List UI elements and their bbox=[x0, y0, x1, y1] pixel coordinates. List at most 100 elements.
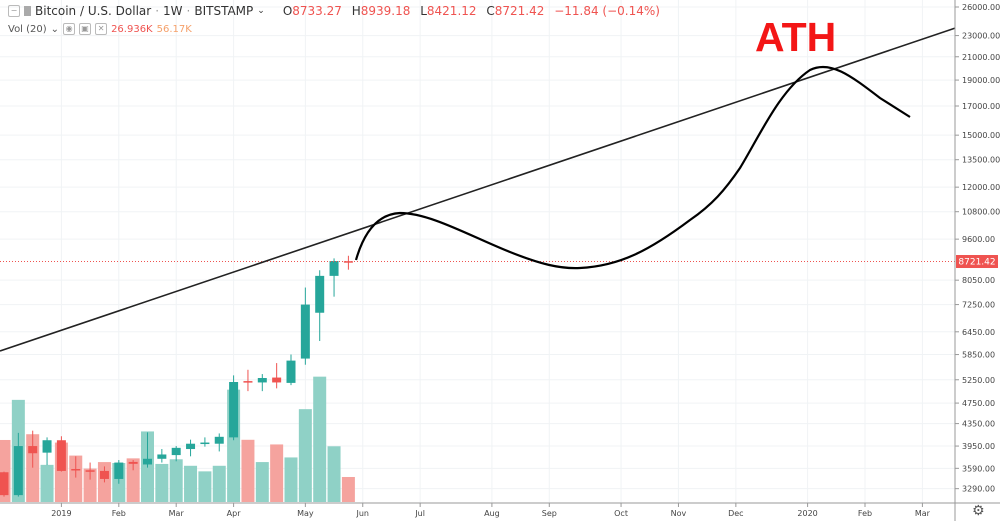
y-tick-label: 13500.00 bbox=[962, 156, 1000, 165]
x-tick-label[interactable]: Mar bbox=[169, 509, 185, 518]
y-tick-label: 3950.00 bbox=[962, 442, 995, 451]
gear-icon[interactable]: ⚙ bbox=[972, 503, 985, 519]
y-tick-label: 23000.00 bbox=[962, 32, 1000, 41]
y-tick-label: 12000.00 bbox=[962, 183, 1000, 192]
volume-bar bbox=[313, 376, 327, 502]
candle-body bbox=[186, 443, 196, 450]
y-tick-label: 21000.00 bbox=[962, 53, 1000, 62]
x-tick-label[interactable]: Dec bbox=[728, 509, 743, 518]
volume-legend: Vol (20) ⌄ ◉ ▣ ✕ 26.936K 56.17K bbox=[8, 23, 192, 35]
y-tick-label: 6450.00 bbox=[962, 328, 995, 337]
x-tick-label[interactable]: Feb bbox=[858, 509, 872, 518]
volume-bar bbox=[0, 439, 11, 502]
exchange[interactable]: BITSTAMP bbox=[194, 4, 254, 18]
last-price-label: 8721.42 bbox=[956, 255, 998, 269]
x-tick-label[interactable]: 2019 bbox=[51, 509, 71, 518]
x-tick-label[interactable]: Oct bbox=[614, 509, 628, 518]
x-tick-label[interactable]: May bbox=[297, 509, 314, 518]
volume-bar bbox=[255, 462, 269, 502]
x-tick-label[interactable]: 2020 bbox=[797, 509, 817, 518]
interval[interactable]: 1W bbox=[163, 4, 183, 18]
x-tick-label[interactable]: Mar bbox=[915, 509, 931, 518]
volume-bar bbox=[298, 409, 312, 502]
time-axis-ticks[interactable]: 2019 Feb Mar Apr May Jun Jul Aug Sep Oct Nov Dec 202… bbox=[51, 503, 931, 518]
x-tick-label[interactable]: Jul bbox=[414, 509, 425, 518]
x-tick-label[interactable]: Apr bbox=[227, 509, 242, 518]
y-tick-label: 7250.00 bbox=[962, 301, 995, 310]
candle-body bbox=[329, 261, 339, 276]
candle-body bbox=[114, 462, 124, 479]
x-tick-label[interactable]: Sep bbox=[542, 509, 557, 518]
candle-body bbox=[56, 440, 66, 471]
chevron-down-icon[interactable]: ⌄ bbox=[50, 23, 60, 35]
volume-bar bbox=[270, 444, 284, 502]
candle-body bbox=[157, 454, 167, 459]
candle-body bbox=[85, 470, 95, 472]
candle-body bbox=[243, 381, 253, 383]
volume-label[interactable]: Vol (20) bbox=[8, 23, 47, 35]
y-tick-label: 3590.00 bbox=[962, 464, 995, 473]
y-tick-label: 5850.00 bbox=[962, 351, 995, 360]
volume-bar bbox=[69, 455, 83, 502]
x-tick-label[interactable]: Feb bbox=[112, 509, 126, 518]
volume-bars bbox=[0, 376, 355, 502]
chevron-down-icon[interactable]: ⌄ bbox=[257, 6, 265, 16]
volume-bar bbox=[341, 476, 355, 502]
volume-bar bbox=[169, 459, 183, 502]
volume-ma-value: 56.17K bbox=[156, 23, 192, 35]
candle-body bbox=[13, 446, 23, 496]
y-tick-label: 8050.00 bbox=[962, 276, 995, 285]
symbol-name[interactable]: Bitcoin / U.S. Dollar bbox=[35, 4, 152, 18]
ath-annotation[interactable]: ATH bbox=[755, 14, 837, 60]
volume-bar bbox=[155, 463, 169, 502]
y-tick-label: 5250.00 bbox=[962, 376, 995, 385]
volume-bar bbox=[83, 468, 97, 502]
candle-body bbox=[315, 275, 325, 313]
candle-body bbox=[71, 468, 81, 471]
volume-bar bbox=[241, 439, 255, 502]
volume-bar bbox=[184, 465, 198, 502]
volume-bar bbox=[126, 458, 140, 502]
symbol-legend: − Bitcoin / U.S. Dollar · 1W · BITSTAMP … bbox=[8, 4, 660, 18]
candle-body bbox=[272, 377, 282, 383]
y-tick-label: 15000.00 bbox=[962, 131, 1000, 140]
series-color-icon bbox=[24, 6, 31, 16]
candle-body bbox=[128, 461, 138, 464]
y-tick-label: 4350.00 bbox=[962, 420, 995, 429]
x-tick-label[interactable]: Jun bbox=[356, 509, 370, 518]
candle-body bbox=[143, 458, 152, 465]
x-tick-label[interactable]: Nov bbox=[671, 509, 687, 518]
trend-line[interactable] bbox=[0, 17, 986, 352]
x-tick-label[interactable]: Aug bbox=[484, 509, 500, 518]
change-value: −11.84 (−0.14%) bbox=[554, 4, 660, 18]
volume-bar bbox=[284, 457, 298, 502]
y-tick-label: 19000.00 bbox=[962, 76, 1000, 85]
projection-curve[interactable] bbox=[354, 65, 911, 270]
candle-body bbox=[42, 440, 52, 453]
collapse-icon[interactable]: − bbox=[8, 5, 20, 17]
volume-bar bbox=[198, 471, 212, 502]
candle-body bbox=[229, 381, 239, 438]
eye-icon[interactable]: ◉ bbox=[63, 23, 76, 35]
candle-body bbox=[171, 447, 181, 456]
grid bbox=[0, 0, 955, 503]
candle-body bbox=[200, 442, 210, 445]
ohlc-values: O8733.27 H8939.18 L8421.12 C8721.42 −11.… bbox=[282, 4, 660, 18]
y-tick-label: 9600.00 bbox=[962, 235, 995, 244]
candle-body bbox=[99, 470, 109, 479]
y-tick-label: 3290.00 bbox=[962, 485, 995, 494]
settings-icon[interactable]: ▣ bbox=[79, 23, 92, 35]
volume-value: 26.936K bbox=[111, 23, 153, 35]
y-tick-label: 26000.00 bbox=[962, 3, 1000, 12]
volume-bar bbox=[40, 464, 54, 502]
candle-body bbox=[214, 436, 224, 444]
svg-text:8721.42: 8721.42 bbox=[958, 258, 995, 268]
close-icon[interactable]: ✕ bbox=[95, 23, 108, 35]
candle-body bbox=[28, 446, 38, 454]
y-tick-label: 17000.00 bbox=[962, 102, 1000, 111]
candle-body bbox=[0, 472, 9, 496]
volume-bar bbox=[327, 446, 341, 502]
candle-body bbox=[286, 360, 296, 383]
y-tick-label: 4750.00 bbox=[962, 399, 995, 408]
